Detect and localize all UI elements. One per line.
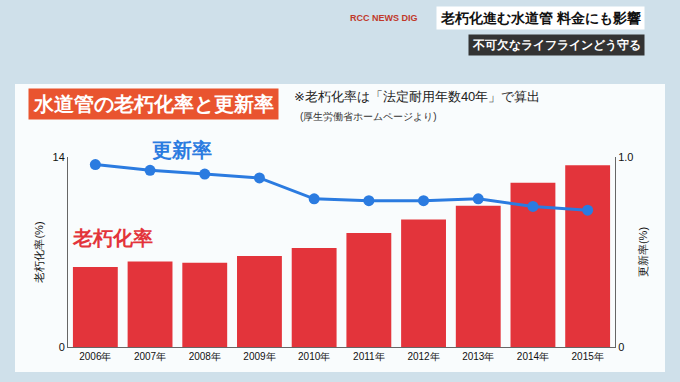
svg-text:2006年: 2006年 [79,351,111,362]
svg-text:※老朽化率は「法定耐用年数40年」で算出: ※老朽化率は「法定耐用年数40年」で算出 [294,89,540,104]
svg-text:老朽化進む水道管 料金にも影響: 老朽化進む水道管 料金にも影響 [440,10,641,26]
svg-text:0: 0 [618,341,624,353]
svg-text:2011年: 2011年 [353,351,385,362]
svg-text:2009年: 2009年 [243,351,275,362]
svg-text:2013年: 2013年 [462,351,494,362]
svg-text:2010年: 2010年 [298,351,330,362]
svg-text:水道管の老朽化率と更新率: 水道管の老朽化率と更新率 [33,93,274,115]
svg-text:2012年: 2012年 [407,351,439,362]
svg-text:不可欠なライフラインどう守る: 不可欠なライフラインどう守る [472,38,641,52]
svg-text:(厚生労働省ホームページより): (厚生労働省ホームページより) [300,111,437,122]
svg-text:更新率(%): 更新率(%) [637,227,649,277]
svg-text:1.0: 1.0 [618,151,633,163]
svg-text:2014年: 2014年 [517,351,549,362]
svg-text:2008年: 2008年 [189,351,221,362]
svg-text:老朽化率(%): 老朽化率(%) [33,221,45,282]
svg-text:更新率: 更新率 [152,139,212,161]
svg-text:老朽化率: 老朽化率 [72,227,153,249]
svg-text:14: 14 [53,151,65,163]
svg-text:RCC NEWS DIG: RCC NEWS DIG [350,13,418,23]
svg-text:2015年: 2015年 [572,351,604,362]
svg-text:0: 0 [59,341,65,353]
svg-text:2007年: 2007年 [134,351,166,362]
